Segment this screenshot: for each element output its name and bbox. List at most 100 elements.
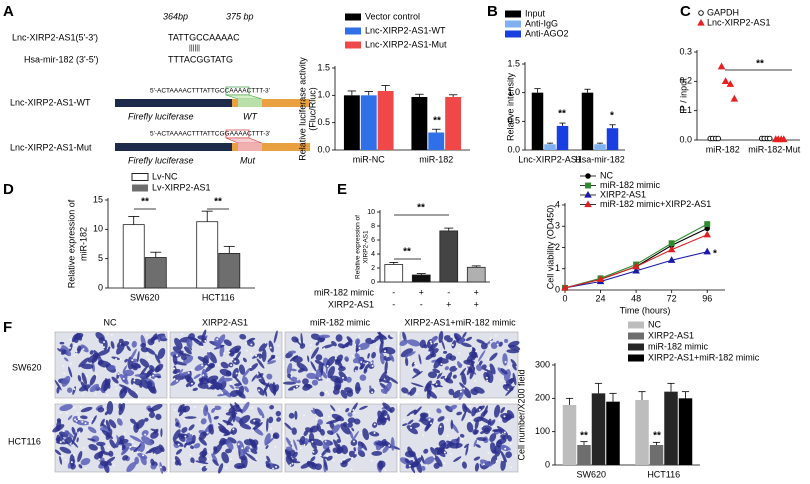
legend-marker	[698, 10, 704, 16]
cell	[481, 425, 492, 433]
pore	[461, 438, 464, 441]
y-axis-label: XIRP2-AS1	[363, 230, 370, 264]
cell	[266, 373, 273, 380]
row-label: SW620	[12, 362, 42, 372]
legend-marker	[585, 182, 591, 189]
legend-swatch	[628, 321, 644, 329]
pore	[332, 459, 335, 462]
cell	[413, 368, 421, 375]
pore	[200, 465, 203, 468]
cell	[507, 340, 520, 348]
legend-label: miR-182 mimic	[600, 180, 661, 190]
dot	[767, 135, 773, 142]
cell	[400, 348, 414, 358]
cell	[150, 458, 155, 466]
pore	[342, 376, 345, 379]
error-bar	[201, 210, 213, 222]
cell	[345, 407, 350, 413]
cell	[141, 436, 153, 446]
cell	[225, 448, 232, 454]
pore	[489, 340, 492, 343]
pore	[319, 454, 322, 457]
pore	[152, 374, 155, 377]
pore	[148, 358, 151, 361]
y-tick-label: 1.0	[317, 90, 330, 100]
error-bar	[580, 441, 588, 445]
pore	[296, 378, 299, 381]
pore	[248, 449, 251, 452]
y-tick-label: 0.3	[679, 46, 692, 56]
pore	[371, 365, 374, 368]
cell	[56, 386, 60, 394]
pore	[303, 414, 306, 417]
legend-label: Input	[525, 8, 546, 18]
cell	[379, 352, 385, 365]
cell	[191, 434, 196, 444]
cell	[323, 457, 328, 471]
site-region	[238, 99, 262, 107]
cell	[500, 450, 507, 463]
pore	[459, 390, 462, 393]
pore	[324, 440, 327, 443]
cell	[383, 355, 387, 360]
bar	[606, 401, 620, 465]
cell	[268, 340, 274, 353]
cell	[133, 444, 142, 453]
cell	[59, 404, 73, 412]
cell	[182, 405, 191, 413]
cell	[130, 418, 136, 424]
cell	[436, 408, 442, 414]
legend-swatch	[505, 30, 521, 38]
y-tick-label: 10	[367, 209, 375, 216]
pore	[205, 466, 208, 469]
cell	[219, 377, 233, 382]
cell	[78, 464, 83, 469]
pore	[439, 371, 442, 374]
legend-label: Lv-NC	[152, 171, 178, 181]
cell	[502, 434, 509, 440]
cell	[227, 437, 237, 444]
cell	[486, 370, 494, 384]
x-tick-label: HCT116	[647, 469, 680, 479]
pore	[417, 389, 420, 392]
cell	[108, 419, 117, 429]
bar	[445, 96, 462, 150]
pore	[433, 389, 436, 392]
cell	[311, 379, 319, 386]
cell	[489, 363, 496, 375]
pore	[487, 358, 490, 361]
cell	[267, 355, 276, 363]
y-tick-label: 8	[371, 223, 375, 230]
cell	[423, 344, 428, 349]
cell	[267, 360, 277, 365]
pore	[245, 349, 248, 352]
pore	[360, 431, 363, 434]
cell	[404, 458, 410, 464]
cell	[126, 461, 137, 473]
pore	[188, 386, 191, 389]
cell	[489, 352, 498, 361]
cell	[420, 455, 425, 464]
cell	[326, 455, 333, 461]
pore	[173, 408, 176, 411]
pore	[235, 372, 238, 375]
pore	[446, 418, 449, 421]
pore	[229, 382, 232, 385]
pore	[346, 453, 349, 456]
pore	[189, 432, 192, 435]
cell	[238, 385, 245, 397]
cell	[450, 419, 454, 430]
cell	[172, 346, 182, 354]
cell	[310, 456, 316, 462]
pore	[471, 421, 474, 424]
y-axis-label: Cell viability (OD450)	[545, 205, 555, 290]
bar	[218, 252, 241, 289]
cell	[107, 364, 116, 371]
cell	[149, 411, 156, 419]
cell	[192, 338, 204, 346]
error-bar	[652, 441, 661, 445]
pore	[258, 444, 261, 447]
cell	[89, 374, 97, 386]
cell	[353, 447, 357, 452]
cell	[500, 458, 506, 471]
